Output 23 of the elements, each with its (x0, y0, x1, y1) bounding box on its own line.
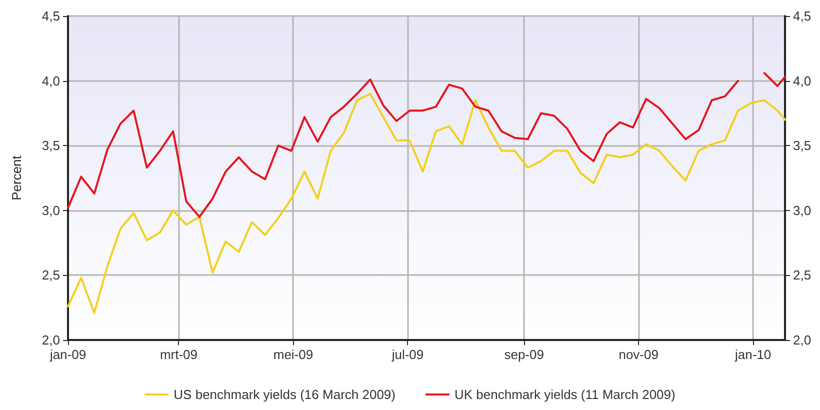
y2-tick-label: 3,0 (793, 202, 812, 218)
x-tick-label: jul-09 (390, 347, 424, 362)
x-tick-label: sep-09 (504, 347, 544, 362)
legend-label: US benchmark yields (16 March 2009) (174, 387, 396, 402)
line-series (67, 92, 786, 314)
y-tick-label: 4,5 (42, 8, 60, 24)
legend-label: UK benchmark yields (11 March 2009) (454, 387, 676, 402)
x-tick-label: jan-10 (734, 347, 772, 362)
y-tick-label: 3,5 (42, 138, 60, 154)
x-tick-label: jan-09 (48, 347, 86, 362)
y2-tick-label: 4,5 (793, 8, 812, 24)
y2-tick-label: 3,5 (793, 138, 812, 154)
y-tick-label: 3,0 (42, 202, 60, 218)
x-tick-label: mrt-09 (160, 347, 198, 362)
x-tick-label: nov-09 (618, 347, 658, 362)
x-tick-label: mei-09 (273, 347, 314, 362)
y2-tick-label: 2,0 (793, 332, 812, 348)
y2-tick-label: 2,5 (793, 268, 812, 283)
y-tick-label: 2,5 (42, 268, 60, 283)
y2-tick-label: 4,0 (793, 73, 812, 88)
y-tick-label: 2,0 (42, 332, 60, 348)
y-axis-title: Percent (9, 155, 24, 200)
y-tick-label: 4,0 (42, 73, 60, 88)
